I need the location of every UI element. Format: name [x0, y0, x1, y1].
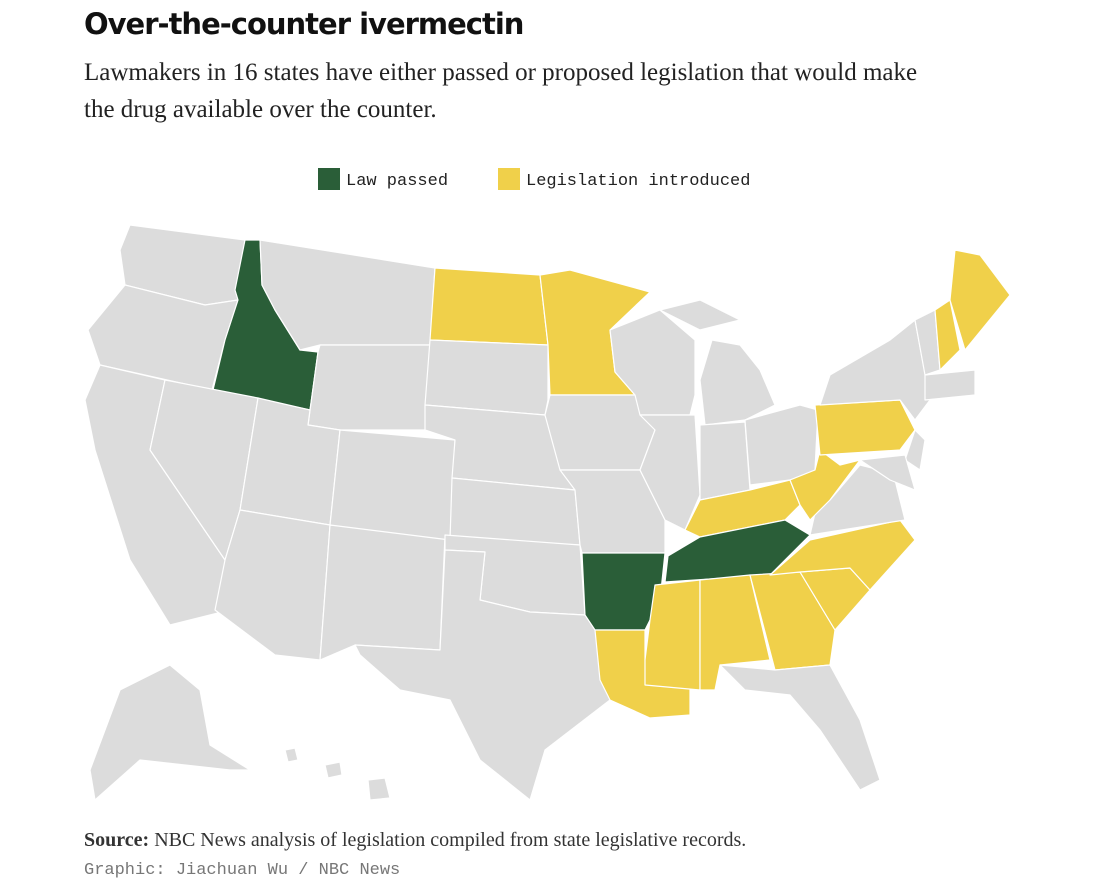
state	[594, 629, 691, 719]
state	[307, 344, 431, 431]
source-text: NBC News analysis of legislation compile…	[149, 829, 746, 851]
state	[429, 267, 549, 346]
state	[319, 524, 446, 661]
state	[659, 299, 741, 331]
state	[324, 761, 343, 779]
map	[84, 224, 1011, 801]
state	[924, 369, 976, 401]
state	[699, 339, 776, 426]
state	[329, 429, 456, 541]
state	[934, 299, 961, 371]
legend: Law passed Legislation introduced	[318, 168, 750, 191]
title: Over-the-counter ivermectin	[84, 7, 523, 41]
subtitle-line: Lawmakers in 16 states have either passe…	[84, 59, 917, 86]
source: Source: NBC News analysis of legislation…	[84, 829, 746, 851]
credit: Graphic: Jiachuan Wu / NBC News	[84, 861, 400, 880]
state	[354, 549, 611, 801]
state	[284, 747, 299, 763]
state	[904, 429, 926, 471]
state	[769, 519, 916, 591]
state	[89, 664, 251, 801]
state	[949, 249, 1011, 351]
state	[449, 477, 581, 546]
legend-label: Law passed	[346, 172, 448, 191]
legend-swatch	[318, 168, 340, 190]
state	[814, 399, 916, 456]
state	[367, 777, 391, 801]
state	[859, 454, 916, 491]
state	[639, 414, 701, 531]
source-label: Source:	[84, 829, 149, 851]
legend-label: Legislation introduced	[526, 172, 750, 191]
legend-swatch	[498, 168, 520, 190]
state	[699, 421, 751, 501]
state	[644, 579, 701, 691]
subtitle-line: the drug available over the counter.	[84, 96, 437, 123]
state	[424, 339, 549, 416]
state	[719, 664, 881, 791]
